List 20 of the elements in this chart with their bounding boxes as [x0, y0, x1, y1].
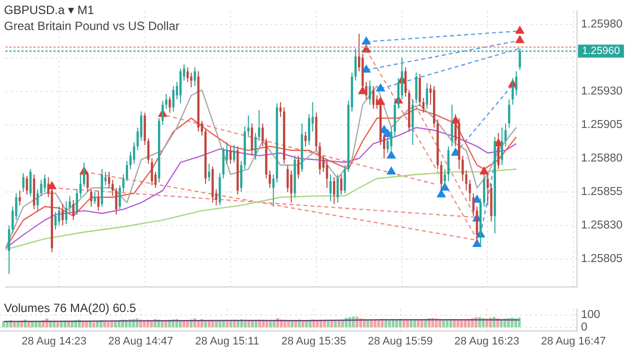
x-tick-label: 28 Aug 15:11: [195, 335, 260, 348]
chart-title: GBPUSD.a ▾ M1: [4, 2, 96, 18]
x-tick-label: 28 Aug 15:35: [281, 335, 346, 348]
x-tick-label: 28 Aug 14:47: [108, 335, 174, 348]
y-tick-label: 1.25805: [581, 253, 623, 266]
y-tick-label: 100: [581, 309, 600, 322]
x-tick-label: 28 Aug 14:23: [22, 335, 87, 348]
y-tick-label: 1.25930: [581, 86, 623, 98]
text: Great Britain Pound vs US Dollar: [4, 18, 180, 34]
ref-line-label: 1.25960: [582, 45, 620, 58]
x-tick-label: 28 Aug 15:59: [368, 335, 433, 348]
y-tick-label: 1.25980: [581, 18, 623, 30]
y-tick-label: 1.25905: [581, 119, 623, 132]
y-tick-label: 0: [581, 322, 588, 334]
x-tick-label: 28 Aug 16:23: [454, 335, 520, 348]
y-tick-label: 1.25830: [581, 220, 623, 232]
x-tick-label: 28 Aug 16:47: [540, 335, 606, 348]
chart-title: Volumes 76 MA(20) 60.5: [4, 300, 136, 316]
y-tick-label: 1.25880: [581, 152, 623, 165]
y-tick-label: 1.25855: [581, 186, 623, 198]
